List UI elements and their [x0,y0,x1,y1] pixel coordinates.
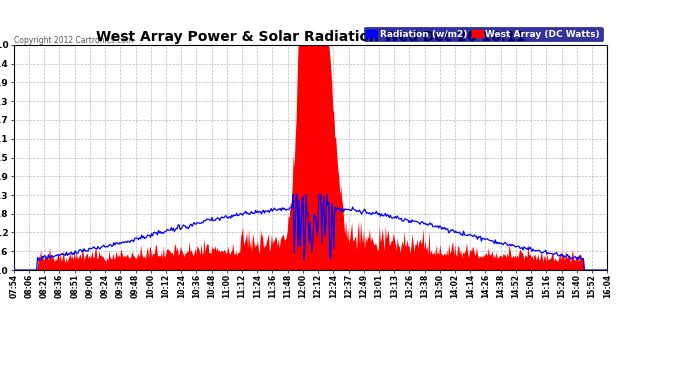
Text: Copyright 2012 Cartronics.com: Copyright 2012 Cartronics.com [14,36,133,45]
Title: West Array Power & Solar Radiation Wed Dec 26 16:11: West Array Power & Solar Radiation Wed D… [96,30,525,44]
Legend: Radiation (w/m2), West Array (DC Watts): Radiation (w/m2), West Array (DC Watts) [364,27,602,41]
